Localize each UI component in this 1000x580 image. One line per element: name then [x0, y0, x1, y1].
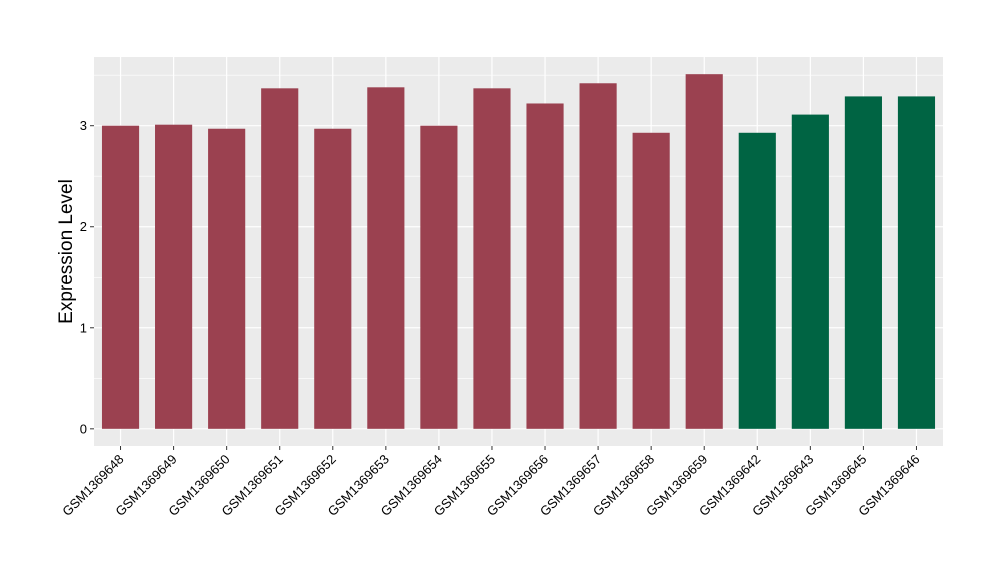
bar — [526, 103, 564, 429]
bar — [685, 74, 723, 429]
y-axis: 0 1 2 3 — [80, 118, 94, 436]
bar — [844, 96, 882, 429]
bar — [261, 88, 299, 429]
bar — [897, 96, 936, 429]
x-axis: GSM1369648GSM1369649GSM1369650GSM1369651… — [59, 446, 923, 519]
y-tick-label: 1 — [80, 320, 87, 335]
y-tick-label: 2 — [80, 219, 87, 234]
bar — [367, 87, 405, 429]
y-axis-title: Expression Level — [56, 179, 77, 324]
bar — [473, 88, 511, 429]
bar — [791, 114, 829, 429]
bars — [101, 74, 936, 429]
bar — [101, 125, 140, 429]
bar — [579, 83, 617, 429]
bar — [632, 132, 670, 429]
bar — [420, 125, 458, 429]
bar — [738, 132, 776, 429]
y-tick-label: 3 — [80, 118, 87, 133]
y-tick-label: 0 — [80, 421, 87, 436]
bar — [314, 128, 352, 429]
bar — [155, 124, 193, 429]
bar — [208, 128, 246, 429]
